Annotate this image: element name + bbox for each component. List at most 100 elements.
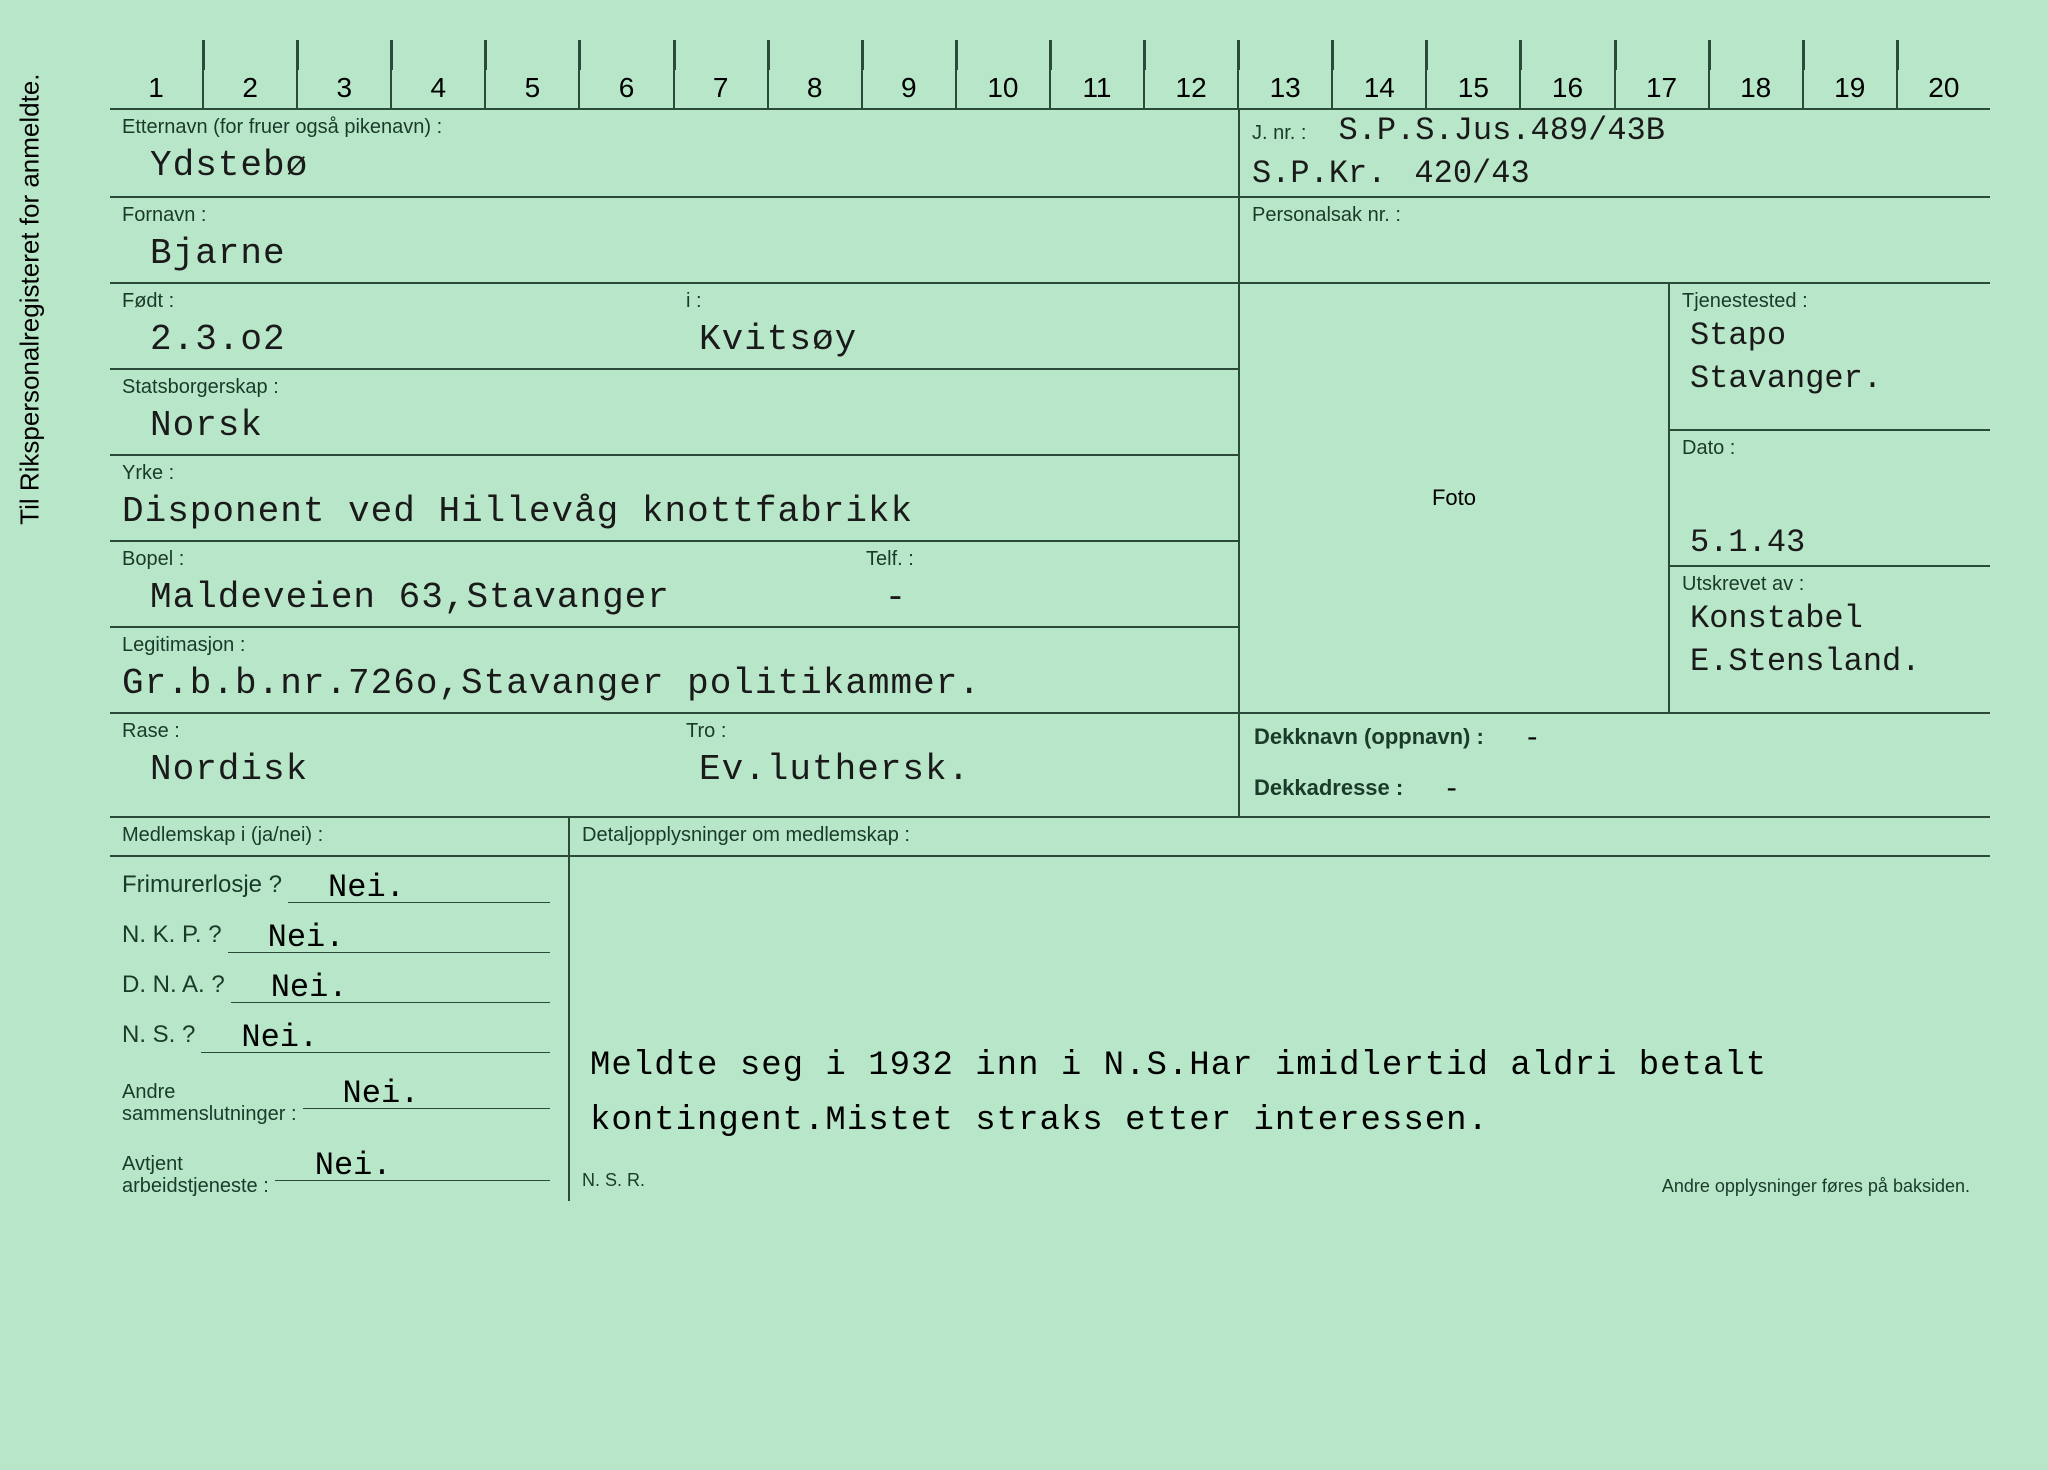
jnr-field: J. nr. : S.P.S.Jus.489/43B S.P.Kr. 420/4… [1240, 110, 1990, 198]
membership-header: Medlemskap i (ja/nei) : [110, 818, 568, 857]
ruler-cell: 8 [767, 40, 861, 108]
cover-address-label: Dekkadresse : [1254, 775, 1403, 806]
citizenship-field: Statsborgerskap : Norsk [110, 370, 1240, 456]
residence-field: Bopel : Telf. : Maldeveien 63,Stavanger … [110, 542, 1240, 628]
membership-row: Frimurerlosje ? Nei. [110, 857, 568, 907]
ruler-cell: 6 [578, 40, 672, 108]
personalsak-value [1240, 229, 1990, 241]
issued-by-label: Utskrevet av : [1670, 567, 1990, 598]
id-field: Legitimasjon : Gr.b.b.nr.726o,Stavanger … [110, 628, 1240, 714]
ruler-cell: 1 [110, 40, 202, 108]
personalsak-label: Personalsak nr. : [1240, 198, 1990, 229]
issued-by-value-2: E.Stensland. [1670, 641, 1990, 684]
race-value: Nordisk [110, 745, 689, 798]
ruler-cell: 7 [673, 40, 767, 108]
station-label: Tjenestested : [1670, 284, 1990, 315]
vertical-title: Til Rikspersonalregisteret for anmeldte. [15, 73, 46, 524]
spkr-value: 420/43 [1394, 153, 1537, 196]
labour-service-row: Avtjent arbeidstjeneste : Nei. [110, 1129, 568, 1201]
membership-value: Nei. [231, 969, 348, 1006]
registration-card: 1 2 3 4 5 6 7 8 9 10 11 12 13 14 15 16 1… [110, 40, 1990, 1201]
details-header: Detaljopplysninger om medlemskap : [570, 818, 1990, 857]
column-ruler: 1 2 3 4 5 6 7 8 9 10 11 12 13 14 15 16 1… [110, 40, 1990, 110]
occupation-value: Disponent ved Hillevåg knottfabrikk [110, 487, 1238, 540]
citizenship-value: Norsk [110, 401, 1238, 454]
citizenship-label: Statsborgerskap : [110, 370, 1238, 401]
date-label: Dato : [1670, 431, 1990, 462]
born-value: 2.3.o2 [110, 315, 689, 368]
residence-value: Maldeveien 63,Stavanger [110, 573, 845, 626]
born-field: Født : i : 2.3.o2 Kvitsøy [110, 284, 1240, 370]
surname-label: Etternavn (for fruer også pikenavn) : [110, 110, 1238, 141]
telf-label: Telf. : [854, 542, 1238, 573]
ruler-cell: 9 [861, 40, 955, 108]
labour-service-value: Nei. [275, 1147, 392, 1184]
ruler-cell: 14 [1331, 40, 1425, 108]
firstname-field: Fornavn : Bjarne [110, 198, 1240, 284]
faith-value: Ev.luthersk. [689, 745, 1238, 798]
id-label: Legitimasjon : [110, 628, 1238, 659]
born-in-label: i : [674, 284, 1238, 315]
firstname-value: Bjarne [110, 229, 1238, 282]
faith-label: Tro : [674, 714, 1238, 745]
ruler-cell: 11 [1049, 40, 1143, 108]
date-field: Dato : 5.1.43 [1670, 431, 1990, 567]
ruler-cell: 3 [296, 40, 390, 108]
ruler-cell: 20 [1896, 40, 1990, 108]
membership-row: N. K. P. ? Nei. [110, 907, 568, 957]
ruler-cell: 19 [1802, 40, 1896, 108]
codename-field: Dekknavn (oppnavn) : - Dekkadresse : - [1240, 714, 1990, 818]
membership-label: Frimurerlosje ? [122, 871, 282, 899]
surname-field: Etternavn (for fruer også pikenavn) : Yd… [110, 110, 1240, 198]
labour-service-label: Avtjent arbeidstjeneste : [122, 1153, 269, 1197]
race-faith-field: Rase : Tro : Nordisk Ev.luthersk. [110, 714, 1240, 818]
membership-label: D. N. A. ? [122, 971, 225, 999]
firstname-label: Fornavn : [110, 198, 1238, 229]
nsr-label: N. S. R. [570, 1160, 657, 1201]
membership-label: N. S. ? [122, 1021, 195, 1049]
surname-value: Ydstebø [110, 141, 1238, 194]
ruler-cell: 4 [390, 40, 484, 108]
born-in-value: Kvitsøy [689, 315, 1238, 368]
jnr-label: J. nr. : [1240, 116, 1318, 147]
codename-label: Dekknavn (oppnavn) : [1254, 724, 1484, 755]
photo-label: Foto [1432, 485, 1476, 511]
ruler-cell: 5 [484, 40, 578, 108]
station-value-1: Stapo [1670, 315, 1990, 358]
other-associations-value: Nei. [303, 1075, 420, 1112]
ruler-cell: 18 [1708, 40, 1802, 108]
race-label: Rase : [110, 714, 674, 745]
occupation-field: Yrke : Disponent ved Hillevåg knottfabri… [110, 456, 1240, 542]
ruler-cell: 17 [1614, 40, 1708, 108]
photo-box: Foto [1240, 284, 1670, 714]
telf-value: - [845, 573, 1238, 626]
ruler-cell: 15 [1425, 40, 1519, 108]
ruler-cell: 13 [1237, 40, 1331, 108]
details-panel: Detaljopplysninger om medlemskap : Meldt… [570, 818, 1990, 1201]
spkr-prefix: S.P.Kr. [1240, 153, 1394, 196]
issued-by-field: Utskrevet av : Konstabel E.Stensland. [1670, 567, 1990, 714]
codename-value: - [1484, 724, 1541, 755]
membership-value: Nei. [201, 1019, 318, 1056]
membership-value: Nei. [288, 869, 405, 906]
membership-row: N. S. ? Nei. [110, 1007, 568, 1057]
footer-note: Andre opplysninger føres på baksiden. [1642, 1166, 1990, 1201]
other-associations-row: Andre sammenslutninger : Nei. [110, 1057, 568, 1129]
jnr-value: S.P.S.Jus.489/43B [1318, 110, 1672, 153]
membership-label: N. K. P. ? [122, 921, 222, 949]
membership-panel: Medlemskap i (ja/nei) : Frimurerlosje ? … [110, 818, 570, 1201]
cover-address-value: - [1403, 775, 1460, 806]
issued-by-value-1: Konstabel [1670, 598, 1990, 641]
personalsak-field: Personalsak nr. : [1240, 198, 1990, 284]
occupation-label: Yrke : [110, 456, 1238, 487]
ruler-cell: 12 [1143, 40, 1237, 108]
ruler-cell: 16 [1519, 40, 1613, 108]
ruler-cell: 2 [202, 40, 296, 108]
born-label: Født : [110, 284, 674, 315]
date-value: 5.1.43 [1670, 522, 1990, 565]
station-field: Tjenestested : Stapo Stavanger. [1670, 284, 1990, 431]
details-text: Meldte seg i 1932 inn i N.S.Har imidlert… [570, 1027, 1990, 1160]
membership-row: D. N. A. ? Nei. [110, 957, 568, 1007]
residence-label: Bopel : [110, 542, 854, 573]
id-value: Gr.b.b.nr.726o,Stavanger politikammer. [110, 659, 1238, 712]
